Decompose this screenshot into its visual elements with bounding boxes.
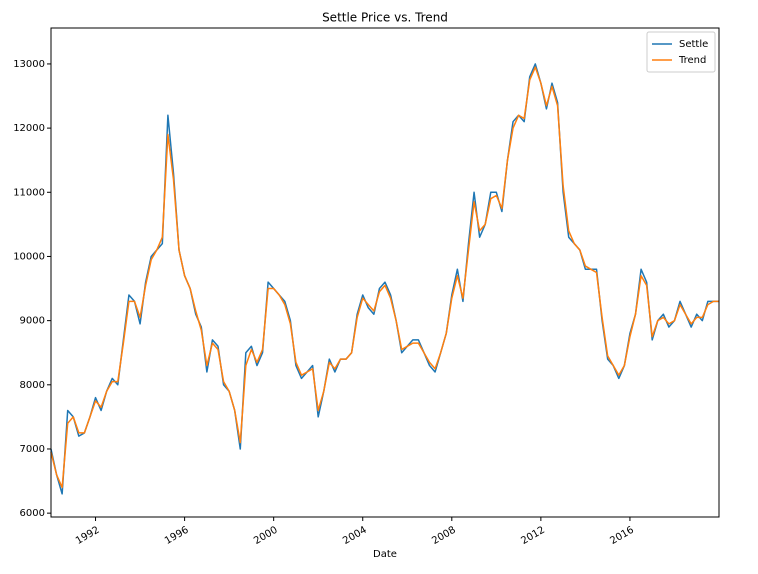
y-tick-label: 7000 xyxy=(20,444,45,455)
y-tick-label: 11000 xyxy=(13,187,45,198)
series-line xyxy=(50,66,719,489)
plot-area xyxy=(50,63,719,495)
legend: Settle Trend xyxy=(646,31,716,73)
chart-title: Settle Price vs. Trend xyxy=(322,11,448,25)
y-tick-label: 13000 xyxy=(13,59,45,70)
series-line xyxy=(50,63,719,495)
legend-label: Settle xyxy=(679,39,708,50)
x-tick-label: 2016 xyxy=(608,525,636,547)
x-tick-label: 2000 xyxy=(252,525,280,547)
x-tick-label: 2004 xyxy=(341,525,369,547)
y-tick-label: 6000 xyxy=(20,508,45,519)
y-tick-label: 10000 xyxy=(13,251,45,262)
y-tick-label: 8000 xyxy=(20,380,45,391)
legend-label: Trend xyxy=(678,55,706,66)
x-tick-label: 2012 xyxy=(519,525,547,547)
x-tick-label: 1992 xyxy=(74,525,102,547)
axes-frame xyxy=(50,27,720,518)
y-tick-label: 12000 xyxy=(13,123,45,134)
x-tick-label: 2008 xyxy=(430,525,458,547)
legend-box xyxy=(646,31,716,73)
x-tick-label: 1996 xyxy=(163,525,191,547)
y-tick-label: 9000 xyxy=(20,316,45,327)
x-axis-label: Date xyxy=(373,549,397,560)
